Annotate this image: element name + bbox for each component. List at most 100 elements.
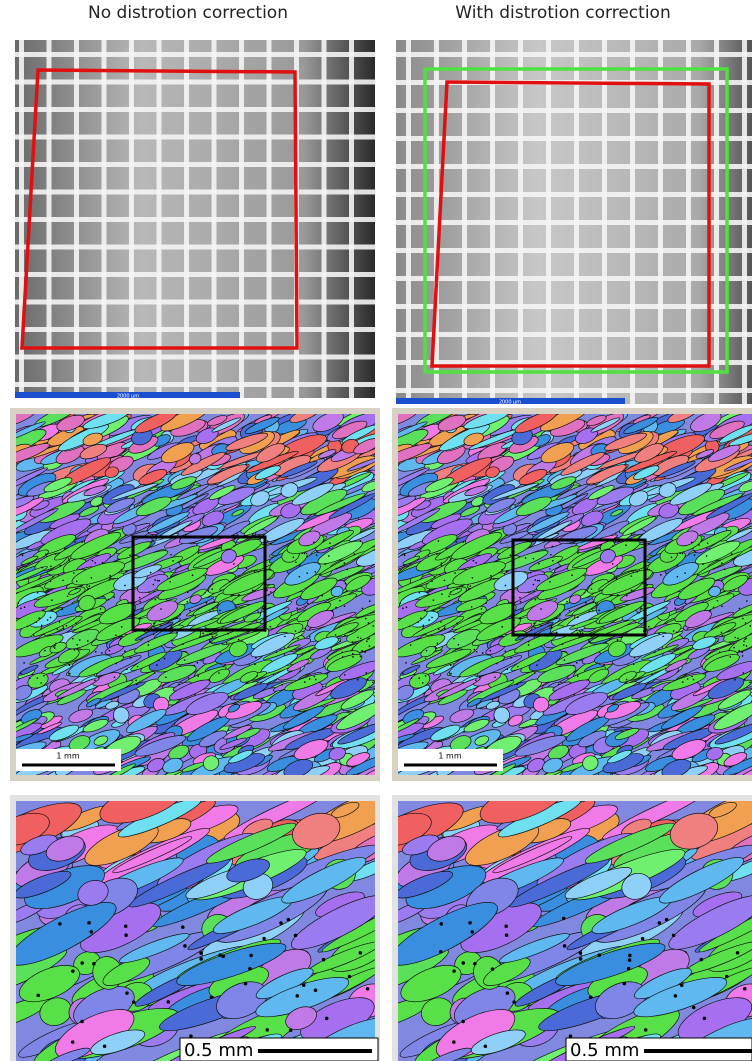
speckle (339, 600, 341, 602)
grid-bar (15, 80, 375, 85)
speckle (551, 626, 553, 628)
speckle (156, 664, 158, 666)
speckle (36, 621, 38, 623)
speckle (367, 679, 369, 681)
speckle (538, 563, 540, 565)
speckle (612, 545, 614, 547)
speckle (58, 922, 62, 926)
speckle (684, 572, 686, 574)
speckle (153, 584, 155, 586)
speckle (55, 553, 57, 555)
speckle (33, 635, 35, 637)
speckle (454, 572, 456, 574)
speckle (539, 580, 541, 582)
speckle (481, 608, 483, 610)
speckle (595, 603, 597, 605)
speckle (638, 612, 640, 614)
speckle (344, 674, 346, 676)
speckle (450, 664, 452, 666)
speckle (265, 1028, 269, 1032)
speckle (426, 650, 428, 652)
speckle (336, 568, 338, 570)
speckle (249, 954, 253, 958)
speckle (551, 545, 553, 547)
grid-bar (396, 136, 752, 141)
speckle (189, 610, 191, 612)
speckle (693, 679, 695, 681)
speckle (440, 621, 442, 623)
speckle (22, 555, 24, 557)
speckle (673, 630, 675, 632)
speckle (682, 553, 684, 555)
speckle (171, 626, 173, 628)
speckle (665, 918, 669, 922)
speckle (743, 640, 745, 642)
speckle (537, 580, 539, 582)
speckle (71, 1040, 75, 1044)
speckle (709, 610, 711, 612)
speckle (569, 610, 571, 612)
speckle (470, 930, 474, 934)
speckle (628, 958, 632, 962)
speckle (268, 584, 270, 586)
speckle (158, 660, 160, 662)
speckle (749, 625, 751, 627)
speckle (94, 679, 96, 681)
speckle (520, 601, 522, 603)
speckle (476, 651, 478, 653)
speckle (700, 958, 704, 962)
speckle (569, 1034, 573, 1038)
speckle (361, 650, 363, 652)
speckle (472, 577, 474, 579)
speckle (268, 594, 270, 596)
speckle (453, 638, 455, 640)
speckle (126, 668, 128, 670)
speckle (206, 602, 208, 604)
speckle (425, 658, 427, 660)
speckle (410, 644, 412, 646)
ebsd-map (371, 400, 752, 788)
grid-bar (396, 248, 752, 253)
speckle (365, 672, 367, 674)
grid-bar (15, 190, 375, 195)
speckle (62, 580, 64, 582)
speckle (71, 969, 75, 973)
speckle (184, 659, 186, 661)
speckle (295, 630, 297, 632)
speckle (20, 673, 22, 675)
speckle (694, 554, 696, 556)
speckle (368, 638, 370, 640)
grid-bar (15, 272, 375, 277)
speckle (616, 578, 618, 580)
speckle (729, 641, 731, 643)
ebsd-map (0, 400, 401, 788)
speckle (470, 585, 472, 587)
speckle (55, 643, 57, 645)
speckle (79, 639, 81, 641)
speckle (598, 953, 602, 957)
speckle (218, 953, 222, 957)
speckle (72, 638, 74, 640)
speckle (450, 591, 452, 593)
speckle (279, 921, 283, 925)
speckle (183, 944, 187, 948)
grid-bar (396, 304, 752, 309)
speckle (562, 917, 566, 921)
speckle (496, 663, 498, 665)
speckle (176, 617, 178, 619)
speckle (148, 641, 150, 643)
speckle (517, 666, 519, 668)
speckle (153, 634, 155, 636)
speckle (535, 599, 537, 601)
speckle (294, 934, 298, 938)
ebsd-zoom (353, 770, 752, 1061)
speckle (202, 633, 204, 635)
speckle (124, 585, 126, 587)
speckle (20, 608, 22, 610)
speckle (366, 640, 368, 642)
speckle (559, 613, 561, 615)
speckle (139, 597, 141, 599)
speckle (636, 571, 638, 573)
speckle (181, 925, 185, 929)
figure: No distrotion correction With distrotion… (0, 0, 752, 1061)
